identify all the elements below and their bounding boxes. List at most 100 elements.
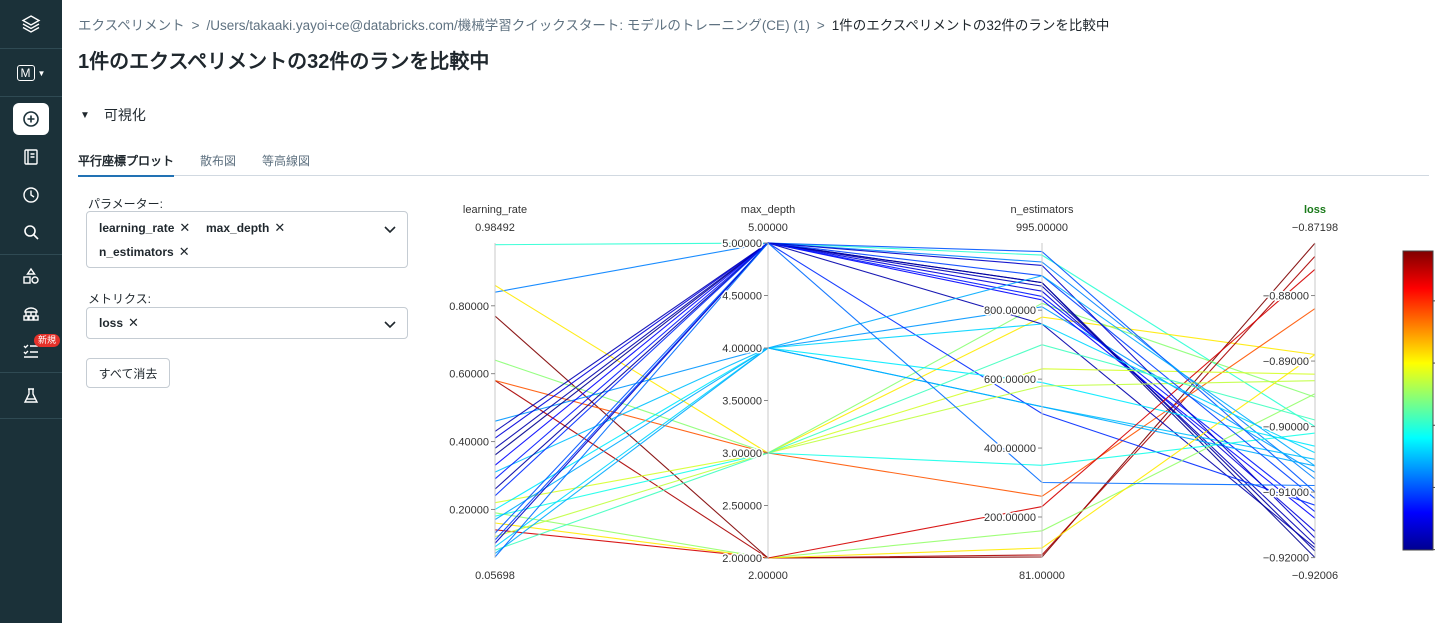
- run-line: [494, 242, 1316, 532]
- models-icon[interactable]: [13, 297, 49, 329]
- remove-close-icon[interactable]: ✕: [179, 220, 191, 235]
- axis-tick-label: 600.00000: [984, 374, 1036, 386]
- remove-close-icon[interactable]: ✕: [178, 244, 190, 259]
- run-line: [494, 242, 1316, 544]
- breadcrumb-experiments-link[interactable]: エクスペリメント: [78, 18, 185, 33]
- breadcrumb: エクスペリメント >/Users/takaaki.yayoi+ce@databri…: [78, 18, 1110, 33]
- run-line: [494, 242, 1316, 428]
- param-chip[interactable]: max_depth ✕: [206, 220, 285, 236]
- shapes-icon[interactable]: [13, 260, 49, 292]
- param-chip[interactable]: learning_rate ✕: [99, 220, 190, 236]
- breadcrumb-experiment-path-link[interactable]: /Users/takaaki.yayoi+ce@databricks.com/機…: [206, 18, 810, 33]
- run-line: [494, 242, 1316, 549]
- workspace-book-icon[interactable]: [13, 141, 49, 173]
- axis-title: learning_rate: [463, 204, 527, 216]
- run-line: [494, 354, 1316, 559]
- axis-tick-label: 4.00000: [722, 343, 762, 355]
- axis-tick-label: 400.00000: [984, 443, 1036, 455]
- colorbar: [1402, 250, 1434, 551]
- axis-tick-label: 0.80000: [449, 301, 489, 313]
- metric-chip[interactable]: loss ✕: [99, 315, 139, 331]
- run-line: [494, 242, 1316, 559]
- run-line: [494, 242, 1316, 534]
- run-line: [494, 242, 1316, 519]
- search-icon[interactable]: [13, 216, 49, 248]
- run-line: [494, 242, 1316, 558]
- tasks-checklist-icon[interactable]: [13, 334, 49, 366]
- run-line: [494, 306, 1316, 473]
- run-lines: [494, 242, 1316, 559]
- run-line: [494, 347, 1316, 510]
- tab-scatter[interactable]: 散布図: [200, 154, 237, 168]
- section-label: 可視化: [103, 107, 146, 123]
- run-line: [494, 242, 1316, 545]
- create-plus-icon[interactable]: [13, 103, 49, 135]
- axis-tick-label: −0.89000: [1263, 356, 1309, 368]
- axis-tick-label: 200.00000: [984, 512, 1036, 524]
- main-content: エクスペリメント >/Users/takaaki.yayoi+ce@databri…: [62, 0, 1435, 623]
- run-line: [494, 242, 1316, 506]
- param-chip-label: max_depth: [206, 221, 270, 235]
- sidebar: M ▼ 新規: [0, 0, 62, 623]
- run-line: [494, 242, 1316, 552]
- axis-max-label: 5.00000: [748, 222, 788, 234]
- new-badge: 新規: [34, 334, 61, 347]
- metric-chip-label: loss: [99, 316, 124, 330]
- run-line: [494, 347, 1316, 521]
- run-line: [494, 302, 1316, 454]
- run-line: [494, 275, 1316, 555]
- metrics-select[interactable]: loss ✕: [86, 307, 408, 339]
- axis-min-label: 2.00000: [748, 570, 788, 582]
- axis-tick-label: 3.50000: [722, 396, 762, 408]
- remove-close-icon[interactable]: ✕: [128, 315, 139, 330]
- databricks-logo-icon[interactable]: [13, 8, 49, 40]
- axis-tick-label: −0.92000: [1263, 553, 1309, 565]
- chevron-down-icon[interactable]: [383, 317, 397, 331]
- run-line: [494, 242, 1316, 513]
- run-line: [494, 344, 1316, 551]
- axis-min-label: 81.00000: [1019, 570, 1065, 582]
- run-line: [494, 380, 1316, 538]
- breadcrumb-current: 1件のエクスペリメントの32件のランを比較中: [831, 18, 1110, 33]
- params-select[interactable]: learning_rate ✕ max_depth ✕ n_estimators ✕: [86, 211, 408, 268]
- visualization-tabs: 平行座標プロット 散布図 等高線図: [78, 150, 1429, 177]
- axis-max-label: 0.98492: [475, 222, 515, 234]
- axis-tick-label: 3.00000: [722, 448, 762, 460]
- axis-min-label: 0.05698: [475, 570, 515, 582]
- axis-tick-label: −0.88000: [1263, 291, 1309, 303]
- tab-contour[interactable]: 等高線図: [262, 154, 311, 168]
- tab-parallel-coordinates[interactable]: 平行座標プロット: [78, 152, 175, 177]
- param-chip-label: learning_rate: [99, 221, 175, 235]
- axis-title: n_estimators: [1011, 204, 1074, 216]
- axis-min-label: −0.92006: [1292, 570, 1338, 582]
- axis-tick-label: −0.91000: [1263, 487, 1309, 499]
- experiments-flask-icon[interactable]: [13, 380, 49, 412]
- axis-tick-label: 2.50000: [722, 501, 762, 513]
- axis-title: loss: [1304, 204, 1326, 216]
- axis-tick-label: 0.20000: [449, 504, 489, 516]
- param-chip[interactable]: n_estimators ✕: [99, 244, 190, 260]
- clear-all-button[interactable]: すべて消去: [86, 358, 170, 388]
- chevron-down-icon[interactable]: [383, 222, 397, 236]
- remove-close-icon[interactable]: ✕: [274, 220, 286, 235]
- run-line: [494, 393, 1316, 559]
- run-line: [494, 323, 1316, 548]
- axis-tick-label: −0.90000: [1263, 422, 1309, 434]
- run-line: [494, 347, 1316, 473]
- parallel-coordinates-plot: learning_rate 0.98492 0.05698 0.20000 0.4000…: [448, 204, 1435, 582]
- caret-down-icon: ▼: [80, 109, 90, 121]
- axis-max-label: −0.87198: [1292, 222, 1338, 234]
- axis-tick-label: 0.40000: [449, 437, 489, 449]
- page-title: 1件のエクスペリメントの32件のランを比較中: [78, 51, 490, 73]
- visualization-section-toggle[interactable]: ▼ 可視化: [80, 105, 146, 125]
- metrics-label: メトリクス:: [88, 292, 151, 306]
- axis-title: max_depth: [741, 204, 795, 216]
- param-chip-label: n_estimators: [99, 245, 174, 259]
- workspace-switcher-icon[interactable]: M ▼: [13, 57, 49, 89]
- run-line: [494, 242, 1316, 541]
- run-line: [494, 255, 1316, 559]
- recents-clock-icon[interactable]: [13, 179, 49, 211]
- axis-tick-label: 2.00000: [722, 553, 762, 565]
- axis-tick-label: 800.00000: [984, 305, 1036, 317]
- axis-tick-label: 4.50000: [722, 291, 762, 303]
